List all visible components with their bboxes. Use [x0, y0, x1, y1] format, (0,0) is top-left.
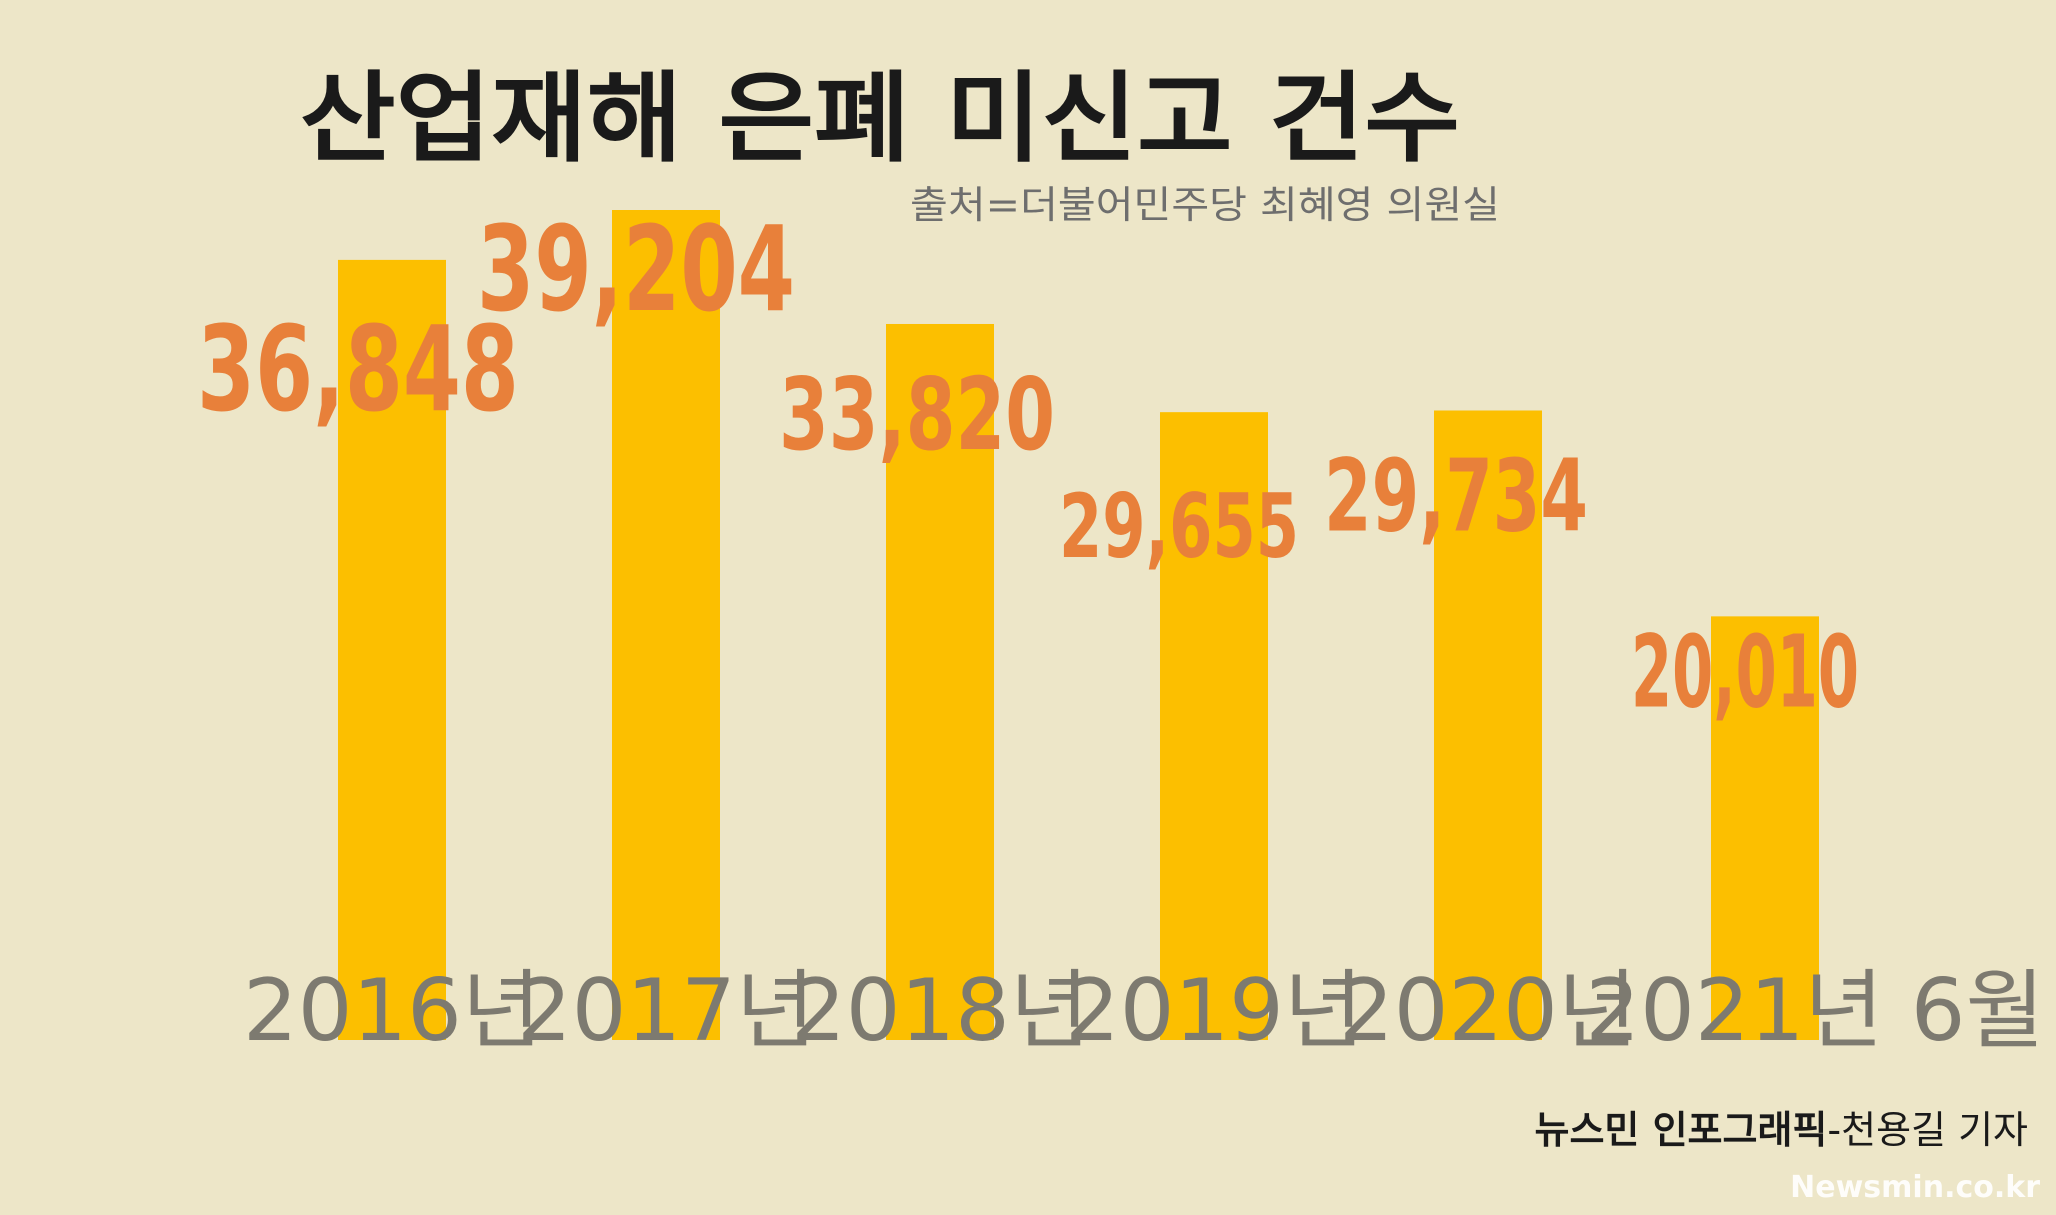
chart-title: 산업재해 은폐 미신고 건수	[300, 62, 1460, 176]
watermark: Newsmin.co.kr	[1790, 1170, 2040, 1205]
bars-layer	[338, 210, 1819, 1041]
category-label-3: 2019년	[1065, 961, 1363, 1061]
category-label-5: 2021년 6월	[1585, 961, 2044, 1061]
category-label-2: 2018년	[791, 961, 1089, 1061]
category-label-1: 2017년	[517, 961, 815, 1061]
credit-line: 뉴스민 인포그래픽-천용길 기자	[1534, 1108, 2028, 1152]
bar-3	[1160, 412, 1268, 1041]
value-label-0: 36,848	[197, 300, 519, 438]
bar-2	[886, 323, 994, 1040]
value-label-3: 29,655	[1059, 475, 1299, 578]
bar-0	[338, 259, 446, 1040]
bar-4	[1434, 410, 1542, 1040]
value-label-4: 29,734	[1324, 437, 1588, 554]
chart-subtitle: 출처=더불어민주당 최혜영 의원실	[910, 183, 1500, 227]
credit-brand: 뉴스민 인포그래픽	[1534, 1108, 1827, 1152]
category-label-0: 2016년	[243, 961, 541, 1061]
value-label-5: 20,010	[1631, 613, 1859, 730]
bar-1	[612, 210, 720, 1040]
value-label-2: 33,820	[779, 356, 1055, 473]
value-label-1: 39,204	[477, 200, 795, 338]
bar-5	[1711, 616, 1819, 1040]
credit-author: -천용길 기자	[1827, 1108, 2028, 1152]
category-label-4: 2020년	[1339, 961, 1637, 1061]
